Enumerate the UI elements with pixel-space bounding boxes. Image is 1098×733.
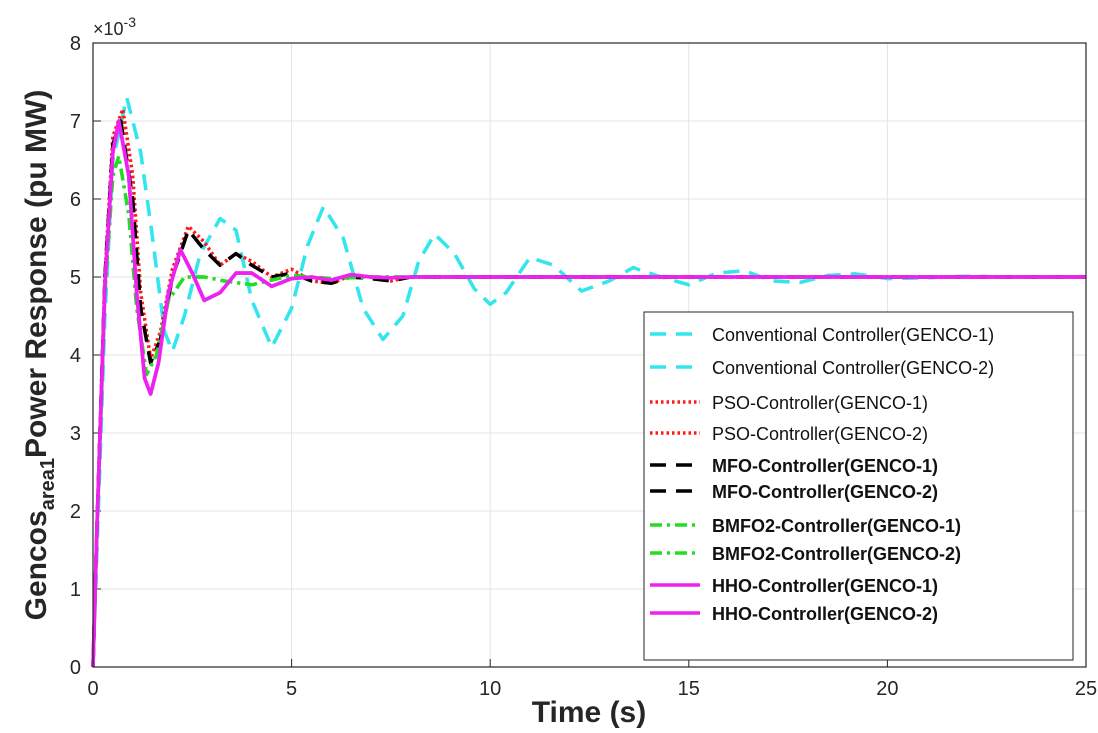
plot-frame (92, 42, 1087, 668)
legend-label: BMFO2-Controller(GENCO-1) (712, 516, 961, 536)
y-axis-label: Gencosarea1Power Response (pu MW) (20, 90, 59, 621)
y-tick-label: 6 (70, 189, 81, 211)
y-tick-label: 8 (70, 33, 81, 55)
legend-label: HHO-Controller(GENCO-2) (712, 604, 938, 624)
y-tick-label: 2 (70, 501, 81, 523)
y-axis-ticks: 0 1 2 3 4 5 6 7 8 (70, 33, 101, 679)
legend-label: BMFO2-Controller(GENCO-2) (712, 544, 961, 564)
y-tick-label: 1 (70, 579, 81, 601)
legend-box (643, 311, 1074, 661)
legend-label: Conventional Controller(GENCO-1) (712, 325, 994, 345)
x-axis-label: Time (s) (532, 696, 646, 729)
y-tick-label: 3 (70, 423, 81, 445)
y-tick-label: 0 (70, 657, 81, 679)
legend-label: PSO-Controller(GENCO-2) (712, 424, 928, 444)
series-line-6 (91, 119, 1086, 668)
x-axis-ticks: 0 5 10 15 20 25 (87, 659, 1097, 700)
legend-label: Conventional Controller(GENCO-2) (712, 358, 994, 378)
x-tick-label: 15 (678, 678, 700, 700)
legend-label: HHO-Controller(GENCO-1) (712, 576, 938, 596)
legend-label: MFO-Controller(GENCO-2) (712, 482, 938, 502)
y-tick-label: 5 (70, 267, 81, 289)
series-line-10 (91, 119, 1086, 668)
axis-exponent-label: ×10-3 (93, 14, 136, 39)
x-tick-label: 5 (286, 678, 297, 700)
y-tick-label: 4 (70, 345, 81, 367)
series-line-2 (91, 95, 1086, 668)
legend: Conventional Controller(GENCO-1) Conventi… (643, 311, 1074, 661)
x-tick-label: 20 (876, 678, 898, 700)
y-tick-label: 7 (70, 111, 81, 133)
legend-label: MFO-Controller(GENCO-1) (712, 456, 938, 476)
x-tick-label: 10 (479, 678, 501, 700)
x-tick-label: 0 (87, 678, 98, 700)
x-tick-label: 25 (1075, 678, 1097, 700)
legend-label: PSO-Controller(GENCO-1) (712, 393, 928, 413)
series-lines (91, 95, 1086, 668)
